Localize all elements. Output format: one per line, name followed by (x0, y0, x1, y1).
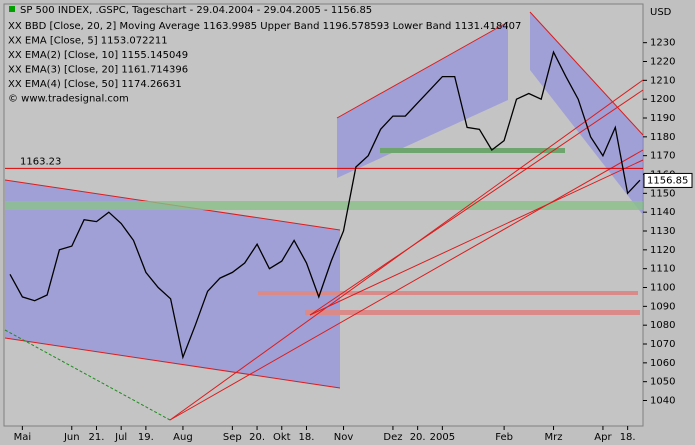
support-band (258, 291, 638, 295)
x-tick-label: 18. (299, 432, 315, 443)
chart-title: SP 500 INDEX, .GSPC, Tageschart - 29.04.… (20, 5, 372, 16)
y-tick-label: 1120 (650, 245, 675, 256)
x-tick-label: Feb (495, 432, 513, 443)
support-band (380, 148, 565, 153)
last-value-label: 1156.85 (647, 175, 688, 186)
dashed-line (4, 329, 171, 421)
x-tick-label: Sep (223, 432, 242, 443)
y-tick-label: 1040 (650, 396, 675, 407)
x-tick-label: 19. (138, 432, 154, 443)
trend-line (4, 337, 341, 389)
y-tick-label: 1170 (650, 151, 675, 162)
x-tick-label: Jun (63, 432, 80, 443)
x-tick-label: 21. (89, 432, 105, 443)
x-tick-label: Okt (273, 432, 291, 443)
chart-icon (9, 6, 15, 12)
x-tick-label: Apr (594, 432, 612, 443)
y-tick-label: 1070 (650, 339, 675, 350)
y-tick-label: 1060 (650, 358, 675, 369)
y-tick-label: 1130 (650, 226, 675, 237)
trend-line (336, 21, 509, 119)
fan-line (169, 79, 644, 421)
legend-entry: XX EMA(2) [Close, 10] 1155.145049 (8, 50, 188, 61)
legend-entry: XX BBD [Close, 20, 2] Moving Average 116… (8, 21, 521, 32)
y-tick-label: 1220 (650, 57, 675, 68)
y-tick-label: 1180 (650, 132, 675, 143)
y-tick-label: 1090 (650, 301, 675, 312)
legend-entry: XX EMA(3) [Close, 20] 1161.714396 (8, 65, 188, 76)
last-value-box (643, 172, 693, 188)
horizontal-line-label: 1163.23 (20, 156, 61, 167)
channel (337, 22, 508, 178)
price-line (9, 50, 641, 360)
x-tick-label: 20. (410, 432, 426, 443)
y-tick-label: 1050 (650, 377, 675, 388)
y-tick-label: 1100 (650, 283, 675, 294)
x-tick-label: Aug (173, 432, 193, 443)
x-tick-label: Jul (114, 432, 127, 443)
channel (5, 180, 340, 388)
legend-entry: © www.tradesignal.com (8, 94, 129, 105)
y-tick-label: 1140 (650, 207, 675, 218)
legend-entry: XX EMA [Close, 5] 1153.072211 (8, 36, 168, 47)
x-tick-label: Nov (334, 432, 354, 443)
support-band (5, 201, 643, 210)
y-tick-label: 1230 (650, 38, 675, 49)
y-tick-label: 1080 (650, 320, 675, 331)
x-tick-label: Mrz (545, 432, 563, 443)
x-tick-label: Dez (383, 432, 402, 443)
y-axis-label: USD (650, 7, 672, 18)
y-tick-label: 1190 (650, 113, 675, 124)
fan-line (309, 159, 644, 316)
y-tick-label: 1200 (650, 94, 675, 105)
y-tick-label: 1110 (650, 264, 675, 275)
support-band (305, 310, 640, 315)
x-tick-label: 18. (620, 432, 636, 443)
x-tick-label: 20. (249, 432, 265, 443)
trend-line (529, 11, 644, 136)
x-tick-label: Mai (14, 432, 32, 443)
y-tick-label: 1210 (650, 75, 675, 86)
fan-line (169, 149, 644, 421)
y-tick-label: 1150 (650, 188, 675, 199)
drawing-tools (4, 11, 644, 421)
legend-entry: XX EMA(4) [Close, 50] 1174.26631 (8, 79, 182, 90)
x-tick-label: 2005 (430, 432, 455, 443)
